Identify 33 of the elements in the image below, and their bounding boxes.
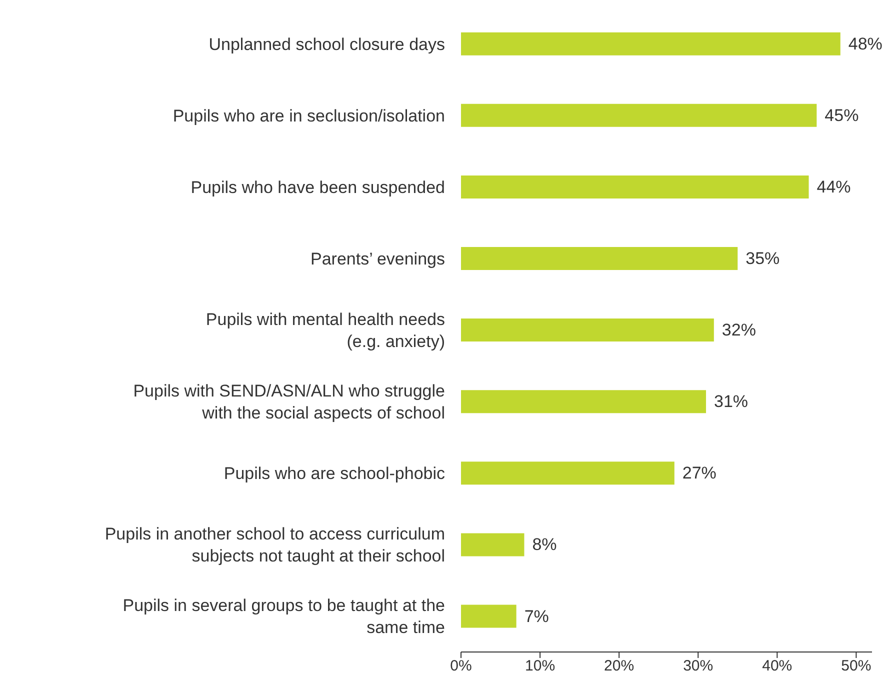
y-tick-label: Pupils who have been suspended <box>190 177 445 196</box>
bar <box>461 32 840 56</box>
y-tick-label: Pupils who are in seclusion/isolation <box>172 106 445 125</box>
bar <box>461 462 674 485</box>
data-label: 45% <box>824 106 859 125</box>
y-tick-label: Pupils with SEND/ASN/ALN who struggle with the social aspects of school <box>133 381 445 422</box>
y-tick-label: Unplanned school closure days <box>208 34 445 54</box>
x-tick-label: 10% <box>525 658 556 675</box>
bar <box>461 104 817 127</box>
bar <box>461 390 706 414</box>
bar <box>461 533 524 556</box>
x-tick-label: 0% <box>450 658 472 675</box>
data-label: 44% <box>816 177 851 196</box>
x-tick-label: 50% <box>841 658 872 675</box>
bar <box>461 246 738 270</box>
y-tick-label: Pupils with mental health needs (e.g. anxiety) <box>206 310 445 350</box>
data-label: 32% <box>722 320 756 340</box>
data-label: 8% <box>532 535 557 554</box>
data-label: 27% <box>682 464 716 483</box>
bar <box>461 318 714 342</box>
x-tick-label: 30% <box>683 658 714 675</box>
data-label: 31% <box>714 392 748 412</box>
x-tick-label: 40% <box>762 658 792 675</box>
bar <box>461 175 809 198</box>
y-tick-label: Pupils who are school-phobic <box>224 464 446 483</box>
y-tick-label: Pupils in several groups to be taught at the same time <box>122 596 445 637</box>
data-label: 35% <box>746 248 780 268</box>
x-tick-label: 20% <box>604 658 634 675</box>
data-label: 7% <box>524 606 549 626</box>
data-label: 48% <box>848 34 882 54</box>
y-tick-label: Parents’ evenings <box>310 248 445 268</box>
y-tick-label: Pupils in another school to access curriculum subjects not taught at their school <box>104 524 445 566</box>
bar <box>461 604 516 628</box>
